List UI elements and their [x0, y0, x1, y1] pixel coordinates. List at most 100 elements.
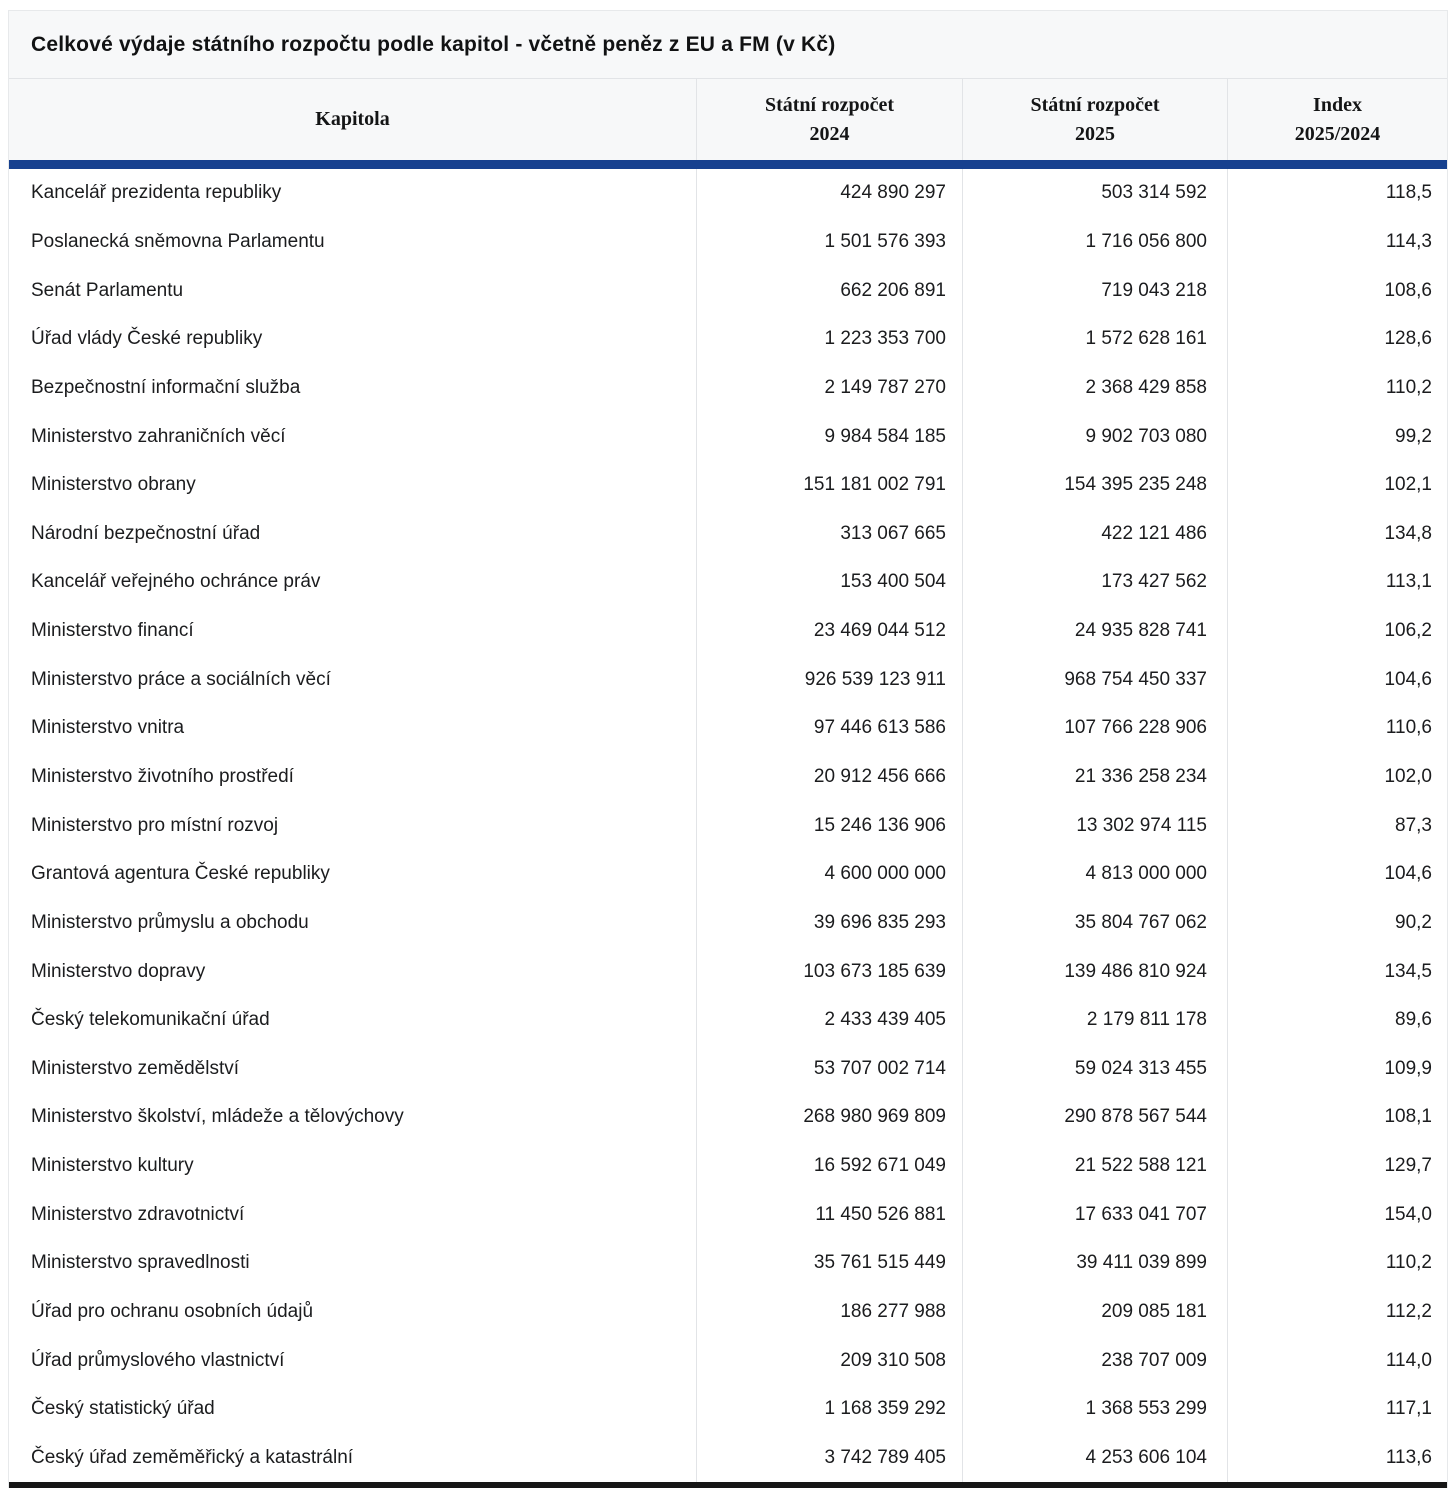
cell-index: 134,8: [1227, 509, 1447, 559]
cell-kapitola: Ministerstvo vnitra: [31, 717, 185, 739]
cell-budget-2025: 422 121 486: [962, 509, 1227, 559]
table-bottom-bar: [9, 1482, 1447, 1489]
table-row: Český statistický úřad 1 168 359 292 1 368…: [9, 1385, 1447, 1434]
cell-index: 113,1: [1227, 558, 1447, 607]
cell-kapitola: Ministerstvo školství, mládeže a tělovýc…: [31, 1106, 404, 1128]
cell-budget-2024: 2 149 787 270: [696, 363, 962, 413]
cell-kapitola: Ministerstvo spravedlnosti: [31, 1252, 250, 1274]
cell-budget-2025: 21 336 258 234: [962, 752, 1227, 802]
table-row: Ministerstvo vnitra 97 446 613 586 107 766…: [9, 704, 1447, 753]
cell-index: 114,3: [1227, 217, 1447, 267]
table-row: Bezpečnostní informační služba 2 149 787 …: [9, 363, 1447, 413]
column-header-kapitola-label: Kapitola: [315, 108, 390, 130]
cell-kapitola: Kancelář veřejného ochránce práv: [31, 571, 321, 593]
table-title: Celkové výdaje státního rozpočtu podle k…: [9, 11, 1447, 79]
cell-budget-2025: 1 572 628 161: [962, 314, 1227, 364]
table-row: Ministerstvo průmyslu a obchodu 39 696 83…: [9, 898, 1447, 948]
table-row: Český úřad zeměměřický a katastrální 3 74…: [9, 1433, 1447, 1483]
cell-budget-2024: 97 446 613 586: [696, 704, 962, 753]
cell-budget-2024: 35 761 515 449: [696, 1239, 962, 1288]
column-header-index: Index 2025/2024: [1227, 79, 1447, 160]
cell-budget-2025: 1 368 553 299: [962, 1385, 1227, 1434]
cell-index: 90,2: [1227, 898, 1447, 948]
cell-index: 154,0: [1227, 1190, 1447, 1240]
table-row: Poslanecká sněmovna Parlamentu 1 501 576 …: [9, 217, 1447, 267]
cell-kapitola: Kancelář prezidenta republiky: [31, 182, 282, 204]
cell-kapitola: Ministerstvo průmyslu a obchodu: [31, 911, 309, 933]
cell-kapitola: Ministerstvo zdravotnictví: [31, 1203, 245, 1225]
cell-index: 117,1: [1227, 1385, 1447, 1434]
cell-index: 104,6: [1227, 655, 1447, 705]
table-row: Český telekomunikační úřad 2 433 439 405 2…: [9, 995, 1447, 1045]
cell-kapitola: Ministerstvo zahraničních věcí: [31, 425, 286, 447]
cell-index: 110,2: [1227, 1239, 1447, 1288]
cell-budget-2025: 9 902 703 080: [962, 412, 1227, 461]
cell-kapitola: Ministerstvo zemědělství: [31, 1057, 240, 1079]
column-header-kapitola: Kapitola: [9, 79, 696, 160]
cell-budget-2025: 4 813 000 000: [962, 849, 1227, 899]
cell-kapitola: Úřad průmyslového vlastnictví: [31, 1349, 285, 1371]
cell-index: 110,2: [1227, 363, 1447, 413]
table-row: Ministerstvo zdravotnictví 11 450 526 881…: [9, 1190, 1447, 1240]
cell-budget-2025: 39 411 039 899: [962, 1239, 1227, 1288]
cell-kapitola: Ministerstvo kultury: [31, 1155, 194, 1177]
cell-budget-2025: 719 043 218: [962, 266, 1227, 315]
cell-index: 129,7: [1227, 1141, 1447, 1191]
cell-kapitola: Bezpečnostní informační služba: [31, 376, 301, 398]
table-row: Úřad vlády České republiky 1 223 353 700 1…: [9, 314, 1447, 364]
cell-kapitola: Ministerstvo obrany: [31, 474, 196, 496]
cell-budget-2024: 53 707 002 714: [696, 1044, 962, 1094]
column-header-budget-2025-line1: Státní rozpočet: [1030, 93, 1160, 116]
table-row: Ministerstvo spravedlnosti 35 761 515 449…: [9, 1239, 1447, 1288]
table-body: Kancelář prezidenta republiky 424 890 297…: [9, 169, 1447, 1483]
cell-budget-2025: 107 766 228 906: [962, 704, 1227, 753]
cell-kapitola: Ministerstvo životního prostředí: [31, 766, 294, 787]
cell-budget-2024: 186 277 988: [696, 1287, 962, 1337]
table-row: Ministerstvo zemědělství 53 707 002 714 59…: [9, 1044, 1447, 1094]
cell-budget-2025: 21 522 588 121: [962, 1141, 1227, 1191]
cell-budget-2025: 503 314 592: [962, 169, 1227, 218]
cell-budget-2024: 11 450 526 881: [696, 1190, 962, 1240]
cell-index: 134,5: [1227, 947, 1447, 996]
cell-budget-2025: 290 878 567 544: [962, 1093, 1227, 1142]
cell-budget-2024: 153 400 504: [696, 558, 962, 607]
cell-budget-2024: 2 433 439 405: [696, 995, 962, 1045]
cell-index: 87,3: [1227, 801, 1447, 850]
table-row: Ministerstvo zahraničních věcí 9 984 584 …: [9, 412, 1447, 461]
cell-budget-2024: 268 980 969 809: [696, 1093, 962, 1142]
table-row: Kancelář veřejného ochránce práv 153 400 …: [9, 558, 1447, 607]
cell-index: 108,1: [1227, 1093, 1447, 1142]
cell-index: 112,2: [1227, 1287, 1447, 1337]
cell-budget-2024: 39 696 835 293: [696, 898, 962, 948]
cell-budget-2024: 1 501 576 393: [696, 217, 962, 267]
cell-budget-2024: 20 912 456 666: [696, 752, 962, 802]
cell-budget-2025: 2 368 429 858: [962, 363, 1227, 413]
cell-budget-2024: 15 246 136 906: [696, 801, 962, 850]
cell-index: 102,0: [1227, 752, 1447, 802]
cell-budget-2024: 151 181 002 791: [696, 460, 962, 510]
column-header-budget-2024: Státní rozpočet 2024: [696, 79, 962, 160]
header-accent-bar: [9, 160, 1447, 169]
cell-budget-2025: 35 804 767 062: [962, 898, 1227, 948]
cell-kapitola: Český úřad zeměměřický a katastrální: [31, 1446, 354, 1468]
cell-budget-2024: 1 168 359 292: [696, 1385, 962, 1434]
cell-index: 109,9: [1227, 1044, 1447, 1094]
cell-budget-2024: 1 223 353 700: [696, 314, 962, 364]
cell-index: 104,6: [1227, 849, 1447, 899]
column-header-budget-2025: Státní rozpočet 2025: [962, 79, 1227, 160]
table-row: Úřad průmyslového vlastnictví 209 310 508…: [9, 1336, 1447, 1386]
cell-budget-2024: 209 310 508: [696, 1336, 962, 1386]
cell-budget-2024: 103 673 185 639: [696, 947, 962, 996]
cell-index: 114,0: [1227, 1336, 1447, 1386]
cell-index: 102,1: [1227, 460, 1447, 510]
table-row: Ministerstvo práce a sociálních věcí 926 …: [9, 655, 1447, 705]
table-row: Grantová agentura České republiky 4 600 0…: [9, 849, 1447, 899]
cell-budget-2025: 968 754 450 337: [962, 655, 1227, 705]
budget-table: Celkové výdaje státního rozpočtu podle k…: [8, 10, 1448, 1489]
cell-kapitola: Český telekomunikační úřad: [31, 1009, 270, 1031]
cell-kapitola: Ministerstvo dopravy: [31, 960, 206, 982]
table-row: Senát Parlamentu 662 206 891 719 043 218 10…: [9, 266, 1447, 315]
cell-budget-2024: 23 469 044 512: [696, 606, 962, 656]
cell-index: 89,6: [1227, 995, 1447, 1045]
column-header-index-line1: Index: [1313, 93, 1362, 116]
